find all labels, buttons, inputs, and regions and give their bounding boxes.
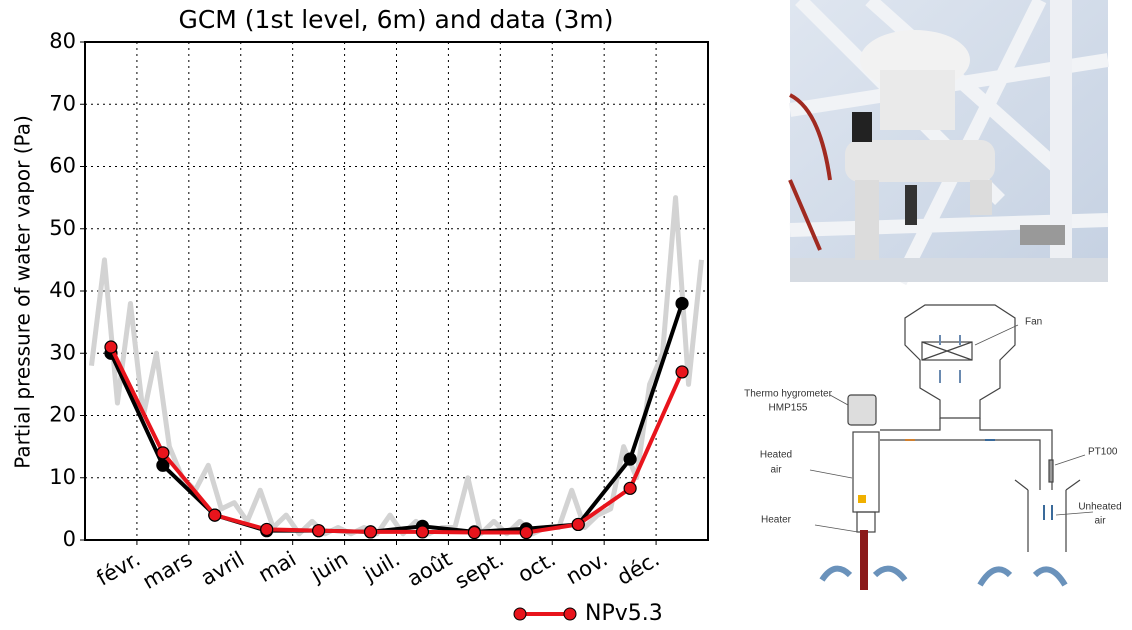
x-tick-label: oct. — [514, 547, 560, 587]
diagram-label: PT100 — [1088, 447, 1118, 458]
data-point — [676, 366, 688, 378]
x-tick-label: févr. — [92, 547, 144, 591]
y-tick-label: 70 — [49, 91, 76, 115]
data-point — [676, 297, 688, 309]
data-point — [624, 482, 636, 494]
y-tick-label: 30 — [49, 340, 76, 364]
diagram-label: HMP155 — [769, 403, 808, 414]
legend-marker — [514, 608, 526, 620]
x-tick-label: mai — [254, 547, 300, 587]
data-point — [624, 453, 636, 465]
y-tick-label: 60 — [49, 154, 76, 178]
diagram-label: Heated — [760, 450, 792, 461]
data-point — [261, 523, 273, 535]
figure: GCM (1st level, 6m) and data (3m) Partia… — [0, 0, 1132, 630]
diagram-label: Unheated — [1078, 502, 1121, 513]
y-tick-label: 40 — [49, 278, 76, 302]
y-tick-label: 50 — [49, 216, 76, 240]
x-tick-label: avril — [197, 547, 248, 591]
data-point — [416, 526, 428, 538]
data-point — [157, 447, 169, 459]
legend-marker — [564, 608, 576, 620]
x-tick-label: août — [403, 547, 456, 591]
x-tick-label: juin — [306, 547, 352, 587]
x-tick-label: juil. — [359, 547, 404, 587]
diagram-label: Heater — [761, 515, 792, 526]
data-point — [313, 525, 325, 537]
y-tick-label: 80 — [49, 29, 76, 53]
data-point — [365, 526, 377, 538]
data-point — [105, 341, 117, 353]
x-tick-label: déc. — [613, 547, 664, 590]
legend-label: NPv5.3 — [585, 601, 663, 626]
diagram-label: air — [1094, 516, 1106, 527]
y-tick-label: 20 — [49, 403, 76, 427]
data-point — [572, 518, 584, 530]
chart-title: GCM (1st level, 6m) and data (3m) — [178, 5, 613, 34]
data-point — [468, 527, 480, 539]
x-tick-label: mars — [139, 547, 197, 594]
data-point — [209, 509, 221, 521]
data-point — [157, 459, 169, 471]
x-tick-label: nov. — [562, 547, 612, 590]
y-tick-label: 10 — [49, 465, 76, 489]
photo — [790, 0, 1108, 282]
y-axis-label: Partial pressure of water vapor (Pa) — [11, 115, 35, 469]
data-point — [520, 527, 532, 539]
diagram-label: air — [770, 465, 782, 476]
instrument-diagram — [810, 305, 1093, 590]
page: GCM (1st level, 6m) and data (3m) Partia… — [0, 0, 1132, 630]
diagram-label: Fan — [1025, 317, 1042, 328]
y-tick-label: 0 — [63, 527, 76, 551]
x-tick-label: sept. — [451, 547, 508, 594]
diagram-label: Thermo hygrometer — [744, 389, 832, 400]
